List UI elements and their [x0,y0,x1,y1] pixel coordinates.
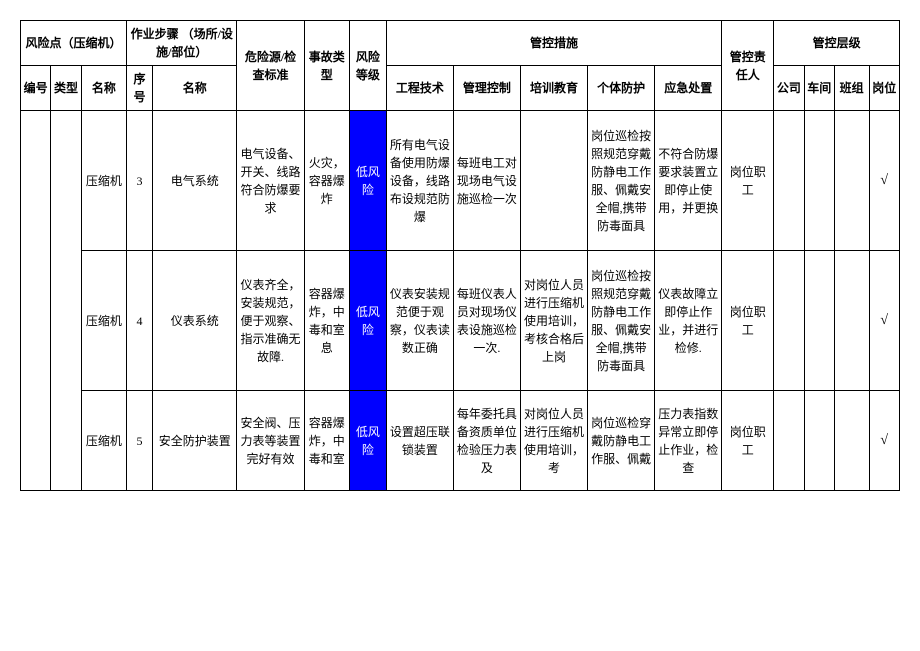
cell-workshop [804,251,834,391]
cell-protect: 岗位巡检按照规范穿戴防静电工作服、佩戴安全帽,携带防毒面具 [588,111,655,251]
header-no: 编号 [21,66,51,111]
cell-protect: 岗位巡检按照规范穿戴防静电工作服、佩戴安全帽,携带防毒面具 [588,251,655,391]
cell-management: 每班电工对现场电气设施巡检一次 [453,111,520,251]
cell-accident: 容器爆炸，中毒和室 [304,391,349,491]
cell-hazard: 仪表齐全，安装规范，便于观察、指示准确无故障. [237,251,304,391]
cell-emergency: 压力表指数异常立即停止作业，检查 [655,391,722,491]
table-row: 压缩机 5 安全防护装置 安全阀、压力表等装置完好有效 容器爆炸，中毒和室 低风… [21,391,900,491]
table-header: 风险点（压缩机） 作业步骤 （场所/设施/部位） 危险源/检查标准 事故类型 风… [21,21,900,111]
cell-no [21,111,51,491]
cell-team [834,111,869,251]
cell-risk: 低风险 [350,391,387,491]
cell-training: 对岗位人员进行压缩机使用培训，考 [520,391,587,491]
header-training: 培训教育 [520,66,587,111]
cell-seq: 5 [127,391,153,491]
cell-team [834,391,869,491]
header-seq: 序号 [127,66,153,111]
cell-management: 每年委托具备资质单位检验压力表及 [453,391,520,491]
cell-emergency: 不符合防爆要求装置立即停止使用，并更换 [655,111,722,251]
cell-risk: 低风险 [350,251,387,391]
cell-emergency: 仪表故障立即停止作业，并进行检修. [655,251,722,391]
risk-table: 风险点（压缩机） 作业步骤 （场所/设施/部位） 危险源/检查标准 事故类型 风… [20,20,900,491]
cell-engineering: 设置超压联锁装置 [386,391,453,491]
cell-company [774,251,804,391]
table-row: 压缩机 3 电气系统 电气设备、开关、线路符合防爆要求 火灾，容器爆炸 低风险 … [21,111,900,251]
header-responsible: 管控责任人 [722,21,774,111]
cell-hazard: 电气设备、开关、线路符合防爆要求 [237,111,304,251]
cell-type [51,111,81,491]
cell-accident: 容器爆炸，中毒和室息 [304,251,349,391]
cell-protect: 岗位巡检穿戴防静电工作服、佩戴 [588,391,655,491]
header-step-name: 名称 [153,66,237,111]
cell-step-name: 电气系统 [153,111,237,251]
cell-workshop [804,111,834,251]
header-team: 班组 [834,66,869,111]
cell-name: 压缩机 [81,251,126,391]
header-emergency: 应急处置 [655,66,722,111]
cell-risk: 低风险 [350,111,387,251]
cell-hazard: 安全阀、压力表等装置完好有效 [237,391,304,491]
cell-name: 压缩机 [81,391,126,491]
table-row: 压缩机 4 仪表系统 仪表齐全，安装规范，便于观察、指示准确无故障. 容器爆炸，… [21,251,900,391]
cell-training [520,111,587,251]
cell-engineering: 所有电气设备使用防爆设备，线路布设规范防爆 [386,111,453,251]
cell-management: 每班仪表人员对现场仪表设施巡检一次. [453,251,520,391]
cell-seq: 3 [127,111,153,251]
table-body: 压缩机 3 电气系统 电气设备、开关、线路符合防爆要求 火灾，容器爆炸 低风险 … [21,111,900,491]
cell-step-name: 仪表系统 [153,251,237,391]
header-risk-level: 风险等级 [350,21,387,111]
header-control-measures: 管控措施 [386,21,722,66]
cell-company [774,111,804,251]
cell-responsible: 岗位职工 [722,391,774,491]
cell-responsible: 岗位职工 [722,251,774,391]
cell-company [774,391,804,491]
header-work-step: 作业步骤 （场所/设施/部位） [127,21,237,66]
header-hazard: 危险源/检查标准 [237,21,304,111]
header-management: 管理控制 [453,66,520,111]
header-company: 公司 [774,66,804,111]
cell-responsible: 岗位职工 [722,111,774,251]
header-name: 名称 [81,66,126,111]
cell-training: 对岗位人员进行压缩机使用培训，考核合格后上岗 [520,251,587,391]
cell-post-check: √ [869,111,900,251]
header-type: 类型 [51,66,81,111]
header-protect: 个体防护 [588,66,655,111]
cell-post-check: √ [869,251,900,391]
cell-team [834,251,869,391]
cell-workshop [804,391,834,491]
cell-post-check: √ [869,391,900,491]
header-workshop: 车间 [804,66,834,111]
cell-name: 压缩机 [81,111,126,251]
header-post: 岗位 [869,66,900,111]
cell-engineering: 仪表安装规范便于观察，仪表读数正确 [386,251,453,391]
cell-accident: 火灾，容器爆炸 [304,111,349,251]
cell-seq: 4 [127,251,153,391]
cell-step-name: 安全防护装置 [153,391,237,491]
header-accident: 事故类型 [304,21,349,111]
header-control-level: 管控层级 [774,21,900,66]
header-engineering: 工程技术 [386,66,453,111]
header-risk-point: 风险点（压缩机） [21,21,127,66]
